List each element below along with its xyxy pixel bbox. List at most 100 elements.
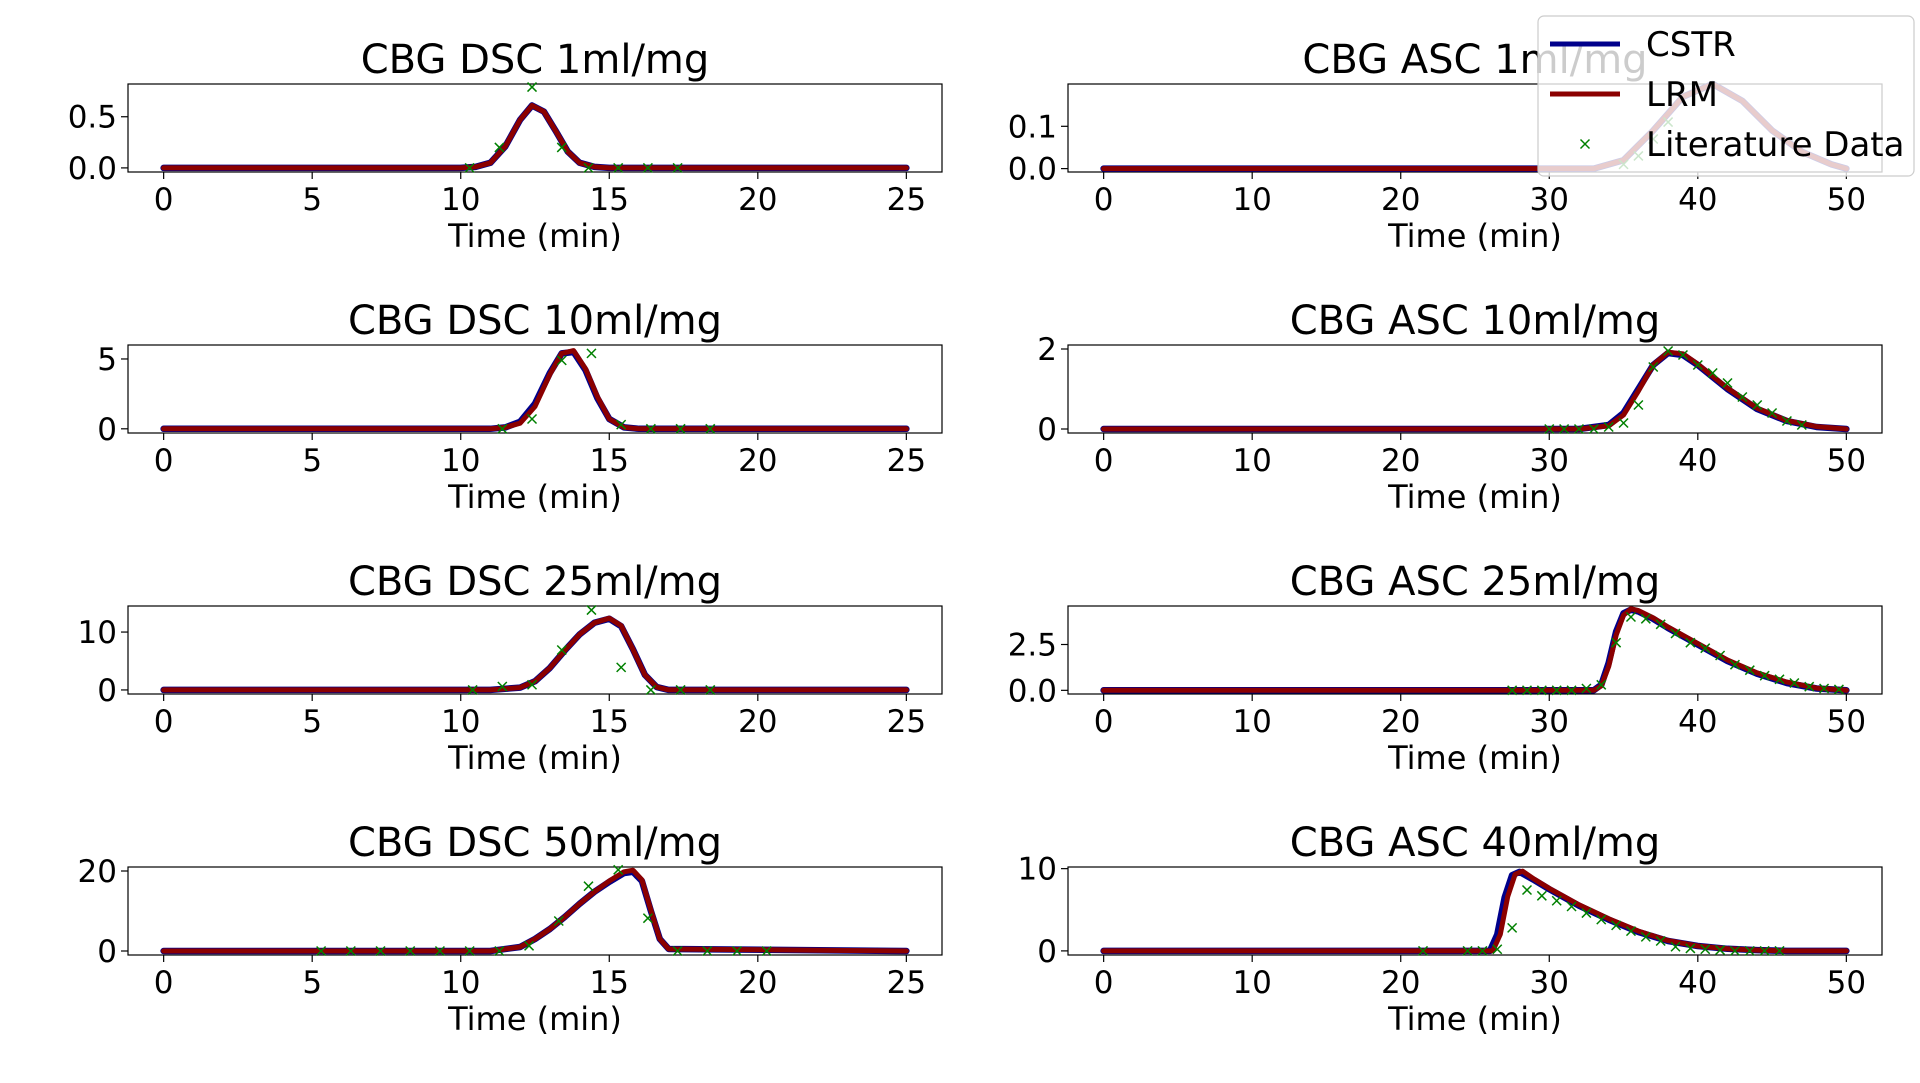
literature-data-point — [645, 423, 656, 434]
literature-data-point — [494, 945, 505, 957]
literature-data-point — [1551, 685, 1562, 696]
x-tick-label: 10 — [1232, 704, 1271, 740]
y-tick-label: 2.5 — [1008, 628, 1057, 664]
cstr-series-line — [1100, 606, 1850, 694]
literature-data-point — [705, 684, 716, 695]
subplot-title: CBG DSC 25ml/mg — [348, 559, 722, 605]
literature-data-point — [1774, 674, 1785, 685]
literature-data-point — [1819, 683, 1830, 694]
x-tick-label: 0 — [154, 965, 174, 1001]
literature-data-point — [556, 644, 567, 656]
x-tick-label: 5 — [302, 704, 322, 740]
literature-data-point — [553, 915, 564, 927]
x-tick-label: 10 — [441, 182, 480, 218]
literature-data-point — [583, 162, 594, 173]
literature-data-point — [1521, 884, 1533, 896]
x-axis-label: Time (min) — [447, 478, 622, 516]
subplot-title: CBG DSC 10ml/mg — [348, 298, 722, 344]
subplot-title: CBG DSC 50ml/mg — [348, 820, 722, 866]
cstr-series-line — [160, 102, 910, 172]
literature-data-point — [1833, 684, 1844, 695]
literature-data-point — [1700, 944, 1711, 955]
literature-data-point — [526, 679, 538, 690]
x-axis-label: Time (min) — [447, 739, 622, 777]
legend-label: LRM — [1646, 75, 1718, 115]
y-tick-label: 0.0 — [68, 151, 117, 187]
x-tick-label: 20 — [738, 965, 777, 1001]
cstr-series-line — [160, 348, 910, 433]
literature-data-point — [613, 864, 624, 875]
literature-data-point — [1625, 611, 1637, 623]
subplot-title: CBG ASC 40ml/mg — [1290, 820, 1661, 866]
x-tick-label: 0 — [1094, 704, 1114, 740]
x-tick-label: 0 — [154, 182, 174, 218]
x-tick-label: 20 — [738, 182, 777, 218]
literature-data-point — [1559, 423, 1570, 435]
axes-frame — [1067, 605, 1883, 695]
subplot-title: CBG ASC 10ml/mg — [1290, 298, 1661, 344]
literature-data-point — [1536, 685, 1547, 696]
literature-data-point — [464, 945, 475, 957]
literature-data-point — [642, 913, 653, 924]
literature-data-point — [497, 681, 508, 692]
x-tick-label: 10 — [441, 965, 480, 1001]
x-tick-label: 15 — [590, 443, 629, 479]
literature-data-point — [405, 945, 416, 957]
literature-data-point — [556, 355, 567, 366]
literature-data-point — [645, 684, 656, 695]
literature-data-point — [616, 419, 627, 430]
legend: CSTR LRM Literature Data — [1537, 15, 1915, 177]
x-tick-label: 40 — [1678, 704, 1717, 740]
y-tick-label: 0 — [1037, 412, 1057, 448]
subplot-3: CBG DSC 10ml/mg 0 5 10 15 20 25 0 5 Time (min) — [97, 298, 943, 516]
literature-data-point — [1729, 945, 1740, 956]
x-tick-label: 15 — [590, 704, 629, 740]
x-tick-label: 0 — [1094, 965, 1114, 1001]
literature-data-point — [1596, 679, 1607, 690]
literature-data-point — [705, 423, 716, 434]
y-tick-label: 5 — [97, 342, 117, 378]
literature-data-point — [1633, 399, 1644, 411]
cstr-series-line — [1100, 868, 1850, 955]
x-tick-label: 50 — [1827, 704, 1866, 740]
literature-data-point — [1536, 890, 1547, 901]
x-axis-label: Time (min) — [447, 1000, 622, 1038]
y-tick-label: 0 — [97, 934, 117, 970]
legend-label: CSTR — [1646, 25, 1736, 65]
x-tick-label: 20 — [1381, 965, 1420, 1001]
literature-data-point — [1729, 659, 1740, 670]
literature-data-point — [1685, 637, 1696, 648]
literature-data-point — [1752, 399, 1763, 411]
literature-data-point — [672, 945, 683, 957]
subplot-8: CBG ASC 40ml/mg 0 10 20 30 40 50 0 10 Time (min) — [1018, 820, 1883, 1038]
literature-data-point — [675, 423, 686, 434]
literature-data-point — [556, 142, 567, 153]
y-tick-label: 2 — [1037, 332, 1057, 368]
lrm-series-line — [161, 615, 909, 693]
literature-data-point — [1611, 637, 1622, 648]
literature-data-point — [1655, 619, 1666, 630]
x-tick-label: 30 — [1530, 704, 1569, 740]
literature-data-point — [1507, 922, 1518, 933]
literature-data-point — [1655, 935, 1666, 947]
literature-data-point — [586, 348, 597, 359]
subplot-title: CBG ASC 25ml/mg — [1290, 559, 1661, 605]
literature-data-point — [345, 945, 356, 957]
x-tick-label: 5 — [302, 182, 322, 218]
literature-data-point — [1640, 931, 1651, 942]
x-tick-label: 25 — [887, 965, 926, 1001]
literature-data-point — [1507, 685, 1518, 696]
x-axis-label: Time (min) — [1387, 739, 1562, 777]
literature-data-point — [1767, 407, 1778, 419]
literature-data-point — [1692, 359, 1703, 371]
literature-data-point — [1700, 643, 1711, 654]
literature-data-point — [494, 142, 505, 153]
x-tick-label: 25 — [887, 443, 926, 479]
x-tick-label: 30 — [1530, 443, 1569, 479]
axes-frame — [127, 866, 943, 956]
lrm-series-line — [1101, 868, 1849, 954]
literature-data-point — [1566, 685, 1577, 696]
